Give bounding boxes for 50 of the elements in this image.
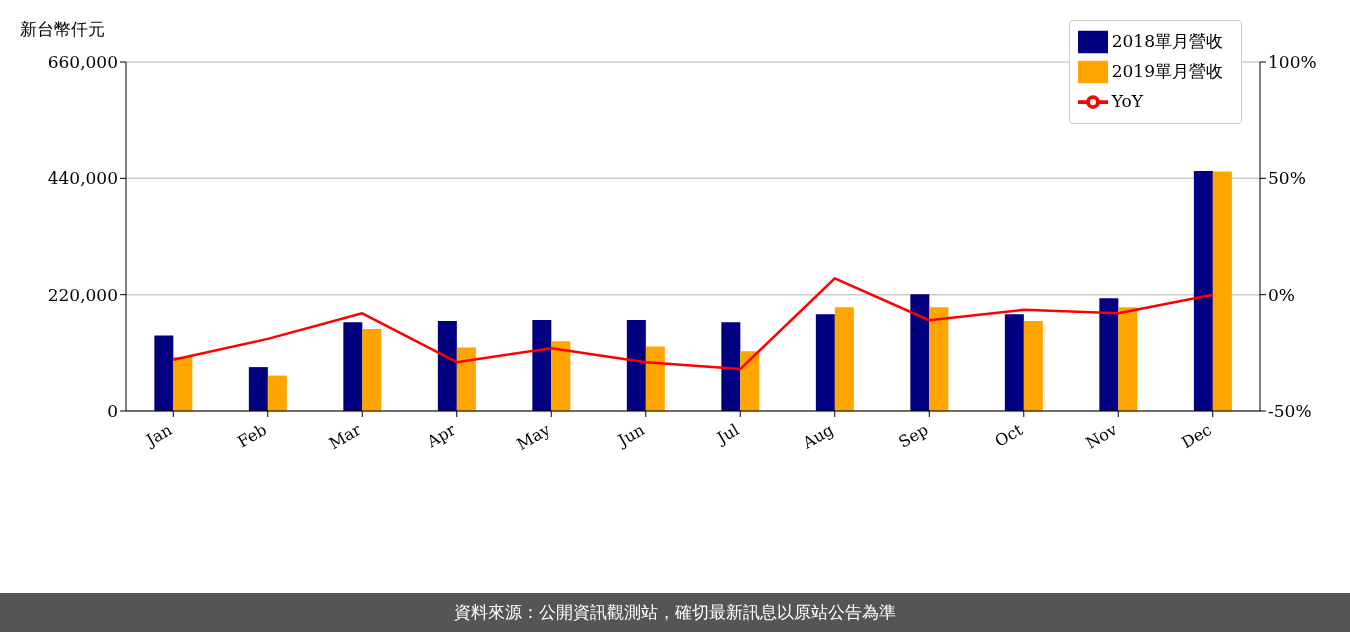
- bar: [362, 329, 382, 411]
- bar: [1212, 171, 1232, 411]
- x-tick-label: Jun: [613, 420, 648, 451]
- line-series: [172, 277, 1214, 371]
- source-note: 資料來源：公開資訊觀測站，確切最新訊息以原站公告為準: [0, 593, 1350, 632]
- bar: [267, 375, 287, 411]
- bar: [815, 314, 835, 411]
- bar: [721, 322, 741, 411]
- y2-tick-label: 0%: [1268, 284, 1295, 305]
- legend-label: 2018單月營收: [1111, 30, 1223, 51]
- y2-tick-label: 50%: [1268, 168, 1306, 189]
- y2-tick-label: -50%: [1268, 401, 1312, 422]
- bar: [1118, 307, 1138, 411]
- bar: [248, 367, 268, 411]
- bar: [437, 321, 457, 411]
- bar: [532, 320, 552, 411]
- bar: [1193, 170, 1213, 411]
- y-tick-label: 660,000: [47, 52, 118, 73]
- x-tick-label: Apr: [422, 419, 460, 452]
- bar: [834, 307, 854, 411]
- x-tick-label: Jan: [141, 420, 176, 451]
- x-tick-label: May: [513, 420, 554, 454]
- x-tick-label: Jul: [712, 420, 743, 449]
- bar: [343, 322, 363, 411]
- y-tick-label: 0: [107, 401, 118, 422]
- bar: [1099, 298, 1119, 411]
- x-tick-label: Mar: [325, 419, 365, 454]
- x-tick-label: Sep: [895, 420, 932, 452]
- bar: [1004, 314, 1024, 411]
- bar: [551, 341, 571, 411]
- bar: [645, 346, 665, 411]
- legend-label: 2019單月營收: [1111, 60, 1223, 81]
- x-tick-label: Oct: [991, 419, 1027, 451]
- bar: [910, 294, 930, 411]
- bar: [929, 307, 949, 411]
- legend-label: YoY: [1111, 90, 1143, 111]
- x-tick-label: Dec: [1178, 419, 1215, 453]
- y-axis-title: 新台幣仟元: [20, 18, 105, 41]
- bar: [1023, 321, 1043, 411]
- x-tick-label: Aug: [798, 420, 837, 454]
- bar: [173, 357, 193, 411]
- bar: [740, 351, 760, 411]
- x-tick-label: Feb: [234, 420, 270, 452]
- x-tick-label: Nov: [1082, 420, 1121, 453]
- y-tick-label: 220,000: [47, 284, 118, 305]
- y-tick-label: 440,000: [47, 168, 118, 189]
- bar: [456, 347, 476, 411]
- bar: [626, 320, 646, 411]
- y2-tick-label: 100%: [1268, 52, 1317, 73]
- bar: [154, 335, 174, 411]
